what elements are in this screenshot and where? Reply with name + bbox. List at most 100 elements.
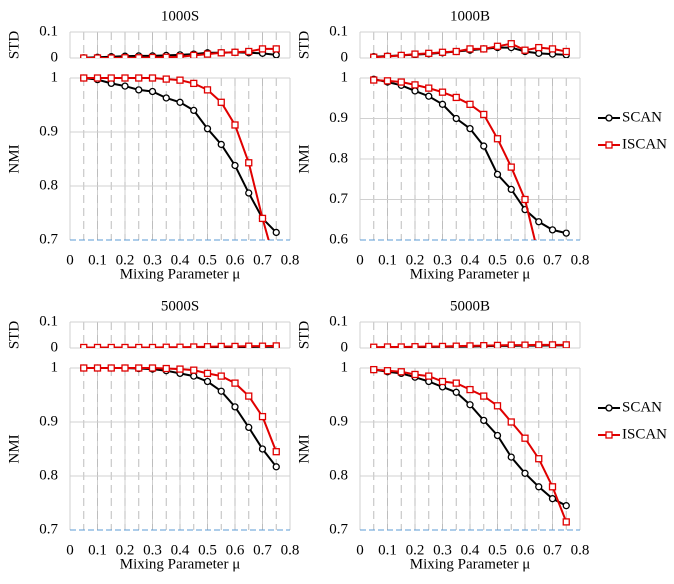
marker bbox=[135, 343, 143, 348]
marker bbox=[562, 341, 570, 348]
marker bbox=[548, 226, 557, 234]
chart-title: 5000B bbox=[450, 298, 490, 314]
marker bbox=[493, 341, 502, 348]
marker bbox=[190, 366, 198, 374]
plot-lines bbox=[370, 365, 570, 526]
y-tick-label: 0 bbox=[341, 49, 349, 65]
x-tick-label: 0.1 bbox=[378, 542, 397, 558]
x-tick-label: 0 bbox=[66, 252, 74, 268]
marker bbox=[425, 342, 433, 348]
marker bbox=[535, 341, 543, 348]
marker bbox=[411, 50, 419, 58]
marker bbox=[397, 78, 405, 86]
marker bbox=[535, 218, 543, 226]
legend-label: SCAN bbox=[622, 109, 662, 125]
marker bbox=[148, 53, 157, 58]
marker bbox=[107, 343, 115, 348]
marker bbox=[245, 423, 253, 432]
marker bbox=[107, 54, 115, 58]
marker bbox=[203, 125, 212, 133]
marker bbox=[272, 51, 280, 58]
marker bbox=[190, 51, 198, 58]
marker bbox=[438, 48, 447, 56]
y-tick-label: 0.7 bbox=[329, 521, 348, 537]
marker bbox=[535, 43, 543, 52]
y-tick-label: 0.7 bbox=[329, 191, 348, 207]
marker bbox=[93, 74, 102, 82]
marker bbox=[245, 189, 253, 197]
marker bbox=[190, 372, 198, 380]
x-tick-label: 0.6 bbox=[226, 252, 245, 268]
y-tick-label: 0.7 bbox=[39, 521, 58, 537]
marker bbox=[411, 81, 419, 89]
x-axis-label: Mixing Parameter μ bbox=[120, 266, 241, 282]
marker bbox=[397, 343, 405, 348]
x-tick-label: 0.4 bbox=[461, 252, 480, 268]
marker bbox=[425, 92, 433, 100]
plot-lines bbox=[80, 45, 280, 58]
marker bbox=[217, 387, 225, 395]
x-tick-label: 0.4 bbox=[171, 252, 190, 268]
marker bbox=[93, 364, 102, 372]
marker bbox=[507, 40, 515, 48]
marker bbox=[245, 342, 253, 348]
x-tick-label: 0.2 bbox=[116, 542, 135, 558]
marker bbox=[466, 401, 474, 409]
plot-lines bbox=[80, 364, 280, 471]
marker bbox=[383, 343, 392, 348]
marker bbox=[383, 367, 392, 375]
marker bbox=[521, 434, 529, 442]
marker bbox=[93, 54, 102, 58]
marker bbox=[370, 343, 378, 348]
plot-lines bbox=[370, 40, 570, 58]
marker bbox=[93, 343, 102, 348]
marker bbox=[217, 140, 225, 149]
marker bbox=[258, 445, 267, 453]
marker bbox=[466, 385, 474, 394]
y-axis-label: STD bbox=[6, 31, 22, 60]
y-tick-label: 1 bbox=[341, 359, 349, 375]
marker bbox=[452, 93, 460, 102]
marker bbox=[452, 47, 460, 56]
marker bbox=[176, 343, 184, 348]
x-tick-label: 0.6 bbox=[516, 542, 535, 558]
marker bbox=[231, 342, 239, 348]
x-tick-label: 0.4 bbox=[461, 542, 480, 558]
marker bbox=[466, 45, 474, 53]
marker bbox=[521, 469, 529, 477]
legend-marker bbox=[605, 141, 613, 149]
chart-title: 1000B bbox=[450, 8, 490, 24]
marker bbox=[272, 463, 280, 471]
marker bbox=[438, 88, 447, 96]
plot-lines bbox=[80, 74, 280, 240]
x-tick-label: 0.1 bbox=[378, 252, 397, 268]
marker bbox=[452, 379, 460, 387]
y-tick-label: 0.8 bbox=[39, 177, 58, 193]
x-tick-label: 0.5 bbox=[488, 542, 507, 558]
legend-label: ISCAN bbox=[622, 426, 667, 442]
marker bbox=[383, 77, 392, 85]
x-tick-label: 0.3 bbox=[143, 252, 162, 268]
plot-lines bbox=[370, 341, 570, 348]
y-tick-label: 1 bbox=[51, 359, 59, 375]
x-tick-label: 0.6 bbox=[226, 542, 245, 558]
marker bbox=[80, 343, 88, 348]
marker bbox=[562, 502, 570, 510]
marker bbox=[148, 87, 157, 96]
marker bbox=[80, 54, 88, 58]
chart-title: 1000S bbox=[161, 8, 199, 24]
marker bbox=[217, 372, 225, 380]
y-axis-label: STD bbox=[296, 31, 312, 60]
marker bbox=[176, 365, 184, 373]
marker bbox=[203, 86, 212, 94]
y-tick-label: 0.7 bbox=[39, 231, 58, 247]
marker bbox=[190, 106, 198, 115]
x-axis-label: Mixing Parameter μ bbox=[410, 556, 531, 572]
marker bbox=[493, 42, 502, 50]
marker bbox=[480, 392, 488, 400]
marker bbox=[176, 53, 184, 58]
marker bbox=[493, 135, 502, 143]
x-axis-label: Mixing Parameter μ bbox=[410, 266, 531, 282]
y-axis-label: NMI bbox=[6, 144, 22, 173]
